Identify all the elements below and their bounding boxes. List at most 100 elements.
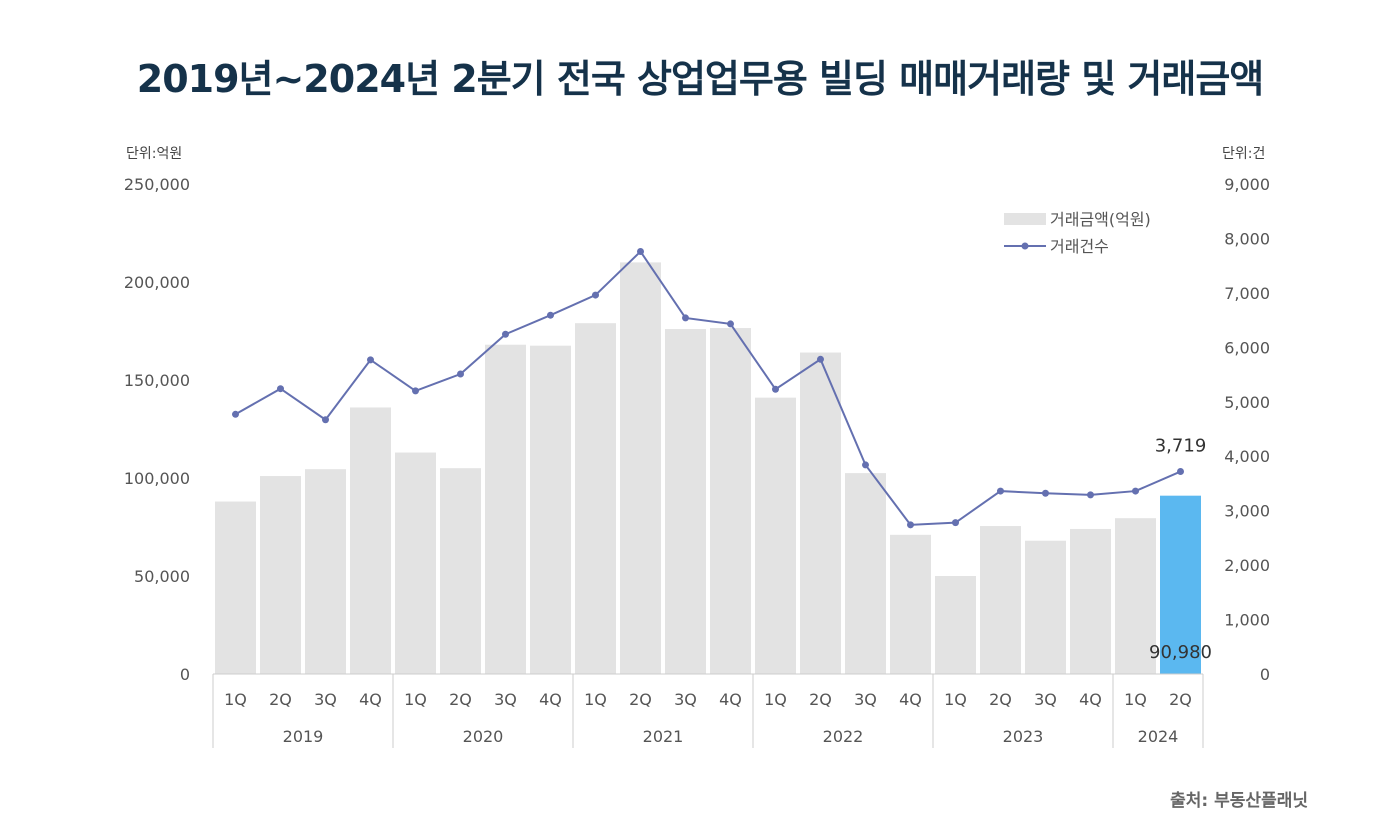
bar — [620, 262, 661, 674]
bar — [575, 323, 616, 674]
line-point — [637, 248, 644, 256]
x-tick-label: 3Q — [314, 690, 337, 709]
right-tick-label: 7,000 — [1224, 284, 1270, 303]
x-tick-label: 3Q — [1034, 690, 1057, 709]
x-tick-label: 4Q — [1079, 690, 1102, 709]
line-point — [322, 416, 329, 424]
right-tick-label: 3,000 — [1224, 502, 1270, 521]
x-tick-label: 1Q — [1124, 690, 1147, 709]
bar — [305, 469, 346, 674]
year-label: 2019 — [283, 727, 324, 746]
right-tick-label: 8,000 — [1224, 229, 1270, 248]
bar-data-label: 90,980 — [1149, 642, 1212, 663]
bar — [845, 473, 886, 674]
bar — [980, 526, 1021, 674]
bar — [1025, 540, 1066, 674]
bar — [755, 397, 796, 674]
left-tick-label: 50,000 — [134, 567, 190, 586]
x-tick-label: 2Q — [269, 690, 292, 709]
legend-label: 거래금액(억원) — [1050, 210, 1151, 229]
right-tick-label: 4,000 — [1224, 447, 1270, 466]
chart-title: 2019년~2024년 2분기 전국 상업업무용 빌딩 매매거래량 및 거래금액 — [136, 57, 1265, 101]
bar — [710, 328, 751, 674]
line-point — [952, 519, 959, 527]
x-tick-label: 4Q — [899, 690, 922, 709]
bar — [530, 345, 571, 674]
left-tick-label: 150,000 — [124, 371, 190, 390]
legend-bar-swatch — [1004, 213, 1046, 225]
right-tick-label: 9,000 — [1224, 175, 1270, 194]
x-tick-label: 4Q — [719, 690, 742, 709]
line-point — [997, 487, 1004, 495]
bar — [935, 576, 976, 674]
year-label: 2022 — [823, 727, 864, 746]
left-tick-label: 200,000 — [124, 273, 190, 292]
line-point — [907, 521, 914, 529]
line-point — [682, 314, 689, 322]
line-point — [592, 291, 599, 299]
x-tick-label: 2Q — [629, 690, 652, 709]
line-point — [232, 410, 239, 418]
left-tick-label: 0 — [180, 665, 190, 684]
bar — [485, 344, 526, 674]
line-point — [367, 356, 374, 364]
bar — [395, 452, 436, 674]
x-tick-label: 4Q — [539, 690, 562, 709]
line-point — [547, 311, 554, 319]
right-tick-label: 0 — [1260, 665, 1270, 684]
x-tick-label: 4Q — [359, 690, 382, 709]
x-tick-label: 3Q — [494, 690, 517, 709]
line-point — [1042, 489, 1049, 497]
right-tick-label: 2,000 — [1224, 556, 1270, 575]
x-tick-label: 2Q — [449, 690, 472, 709]
line-point — [1177, 468, 1184, 476]
line-point — [1087, 491, 1094, 499]
bar — [665, 329, 706, 674]
line-point — [457, 370, 464, 378]
line-point — [817, 355, 824, 363]
line-point — [277, 385, 284, 393]
bar — [890, 534, 931, 674]
year-label: 2020 — [463, 727, 504, 746]
line-data-label: 3,719 — [1155, 436, 1207, 457]
right-axis-unit: 단위:건 — [1222, 146, 1266, 162]
count-line — [235, 249, 1181, 526]
year-label: 2023 — [1003, 727, 1044, 746]
legend-line-marker — [1021, 242, 1029, 250]
x-tick-label: 1Q — [764, 690, 787, 709]
left-axis-unit: 단위:억원 — [126, 146, 183, 162]
x-tick-label: 1Q — [584, 690, 607, 709]
x-tick-label: 2Q — [1169, 690, 1192, 709]
x-tick-label: 1Q — [224, 690, 247, 709]
bar — [350, 407, 391, 674]
line-point — [727, 320, 734, 328]
x-tick-label: 2Q — [809, 690, 832, 709]
left-tick-label: 250,000 — [124, 175, 190, 194]
bar — [215, 501, 256, 674]
line-point — [1132, 487, 1139, 495]
x-tick-label: 3Q — [854, 690, 877, 709]
right-tick-label: 5,000 — [1224, 393, 1270, 412]
line-point — [772, 385, 779, 393]
bar — [1160, 495, 1201, 674]
right-tick-label: 6,000 — [1224, 338, 1270, 357]
bar — [1115, 518, 1156, 674]
x-tick-label: 3Q — [674, 690, 697, 709]
legend-label: 거래건수 — [1050, 237, 1109, 256]
bar — [440, 468, 481, 674]
left-tick-label: 100,000 — [124, 469, 190, 488]
x-tick-label: 1Q — [944, 690, 967, 709]
source-note: 출처: 부동산플래닛 — [1170, 791, 1308, 811]
right-tick-label: 1,000 — [1224, 611, 1270, 630]
bar — [800, 352, 841, 674]
bar — [260, 476, 301, 674]
year-label: 2024 — [1138, 727, 1179, 746]
x-tick-label: 1Q — [404, 690, 427, 709]
year-label: 2021 — [643, 727, 684, 746]
bar — [1070, 528, 1111, 674]
x-tick-label: 2Q — [989, 690, 1012, 709]
line-point — [862, 461, 869, 469]
line-point — [502, 330, 509, 338]
line-point — [412, 387, 419, 395]
